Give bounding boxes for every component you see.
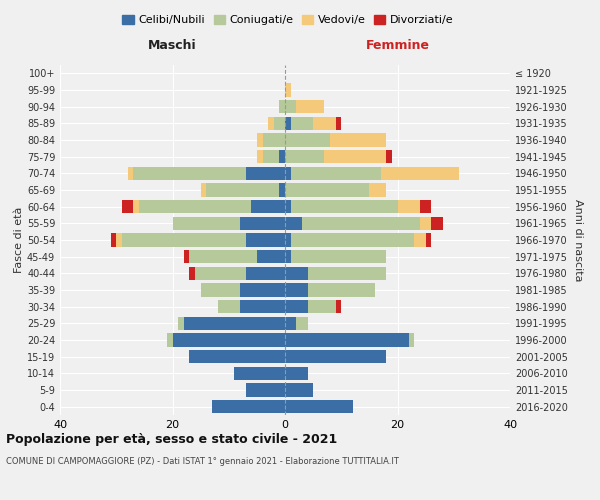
Bar [285,150,325,164]
Bar [308,284,375,296]
Bar [263,150,280,164]
Bar [285,400,353,413]
Bar [308,266,386,280]
Y-axis label: Fasce di età: Fasce di età [14,207,24,273]
Bar [380,166,460,180]
Bar [420,200,431,213]
Bar [240,216,285,230]
Bar [285,84,290,96]
Bar [285,300,308,314]
Bar [167,334,173,346]
Bar [110,234,116,246]
Bar [245,166,285,180]
Bar [173,334,285,346]
Bar [285,216,302,230]
Bar [251,200,285,213]
Bar [285,366,308,380]
Bar [285,184,370,196]
Bar [280,100,285,114]
Bar [308,300,335,314]
Bar [133,200,139,213]
Bar [335,300,341,314]
Bar [116,234,122,246]
Bar [285,234,290,246]
Bar [190,266,195,280]
Text: Popolazione per età, sesso e stato civile - 2021: Popolazione per età, sesso e stato civil… [6,432,337,446]
Bar [184,316,285,330]
Bar [285,334,409,346]
Bar [290,250,386,264]
Bar [235,366,285,380]
Bar [296,316,308,330]
Bar [285,266,308,280]
Bar [190,250,257,264]
Bar [386,150,392,164]
Text: Femmine: Femmine [365,38,430,52]
Bar [290,200,398,213]
Bar [330,134,386,146]
Y-axis label: Anni di nascita: Anni di nascita [573,198,583,281]
Bar [122,234,245,246]
Bar [200,284,240,296]
Bar [285,384,313,396]
Bar [257,150,263,164]
Bar [370,184,386,196]
Bar [133,166,245,180]
Bar [245,384,285,396]
Bar [212,400,285,413]
Bar [173,216,240,230]
Bar [257,250,285,264]
Bar [290,116,313,130]
Bar [285,316,296,330]
Bar [280,184,285,196]
Legend: Celibi/Nubili, Coniugati/e, Vedovi/e, Divorziati/e: Celibi/Nubili, Coniugati/e, Vedovi/e, Di… [118,10,458,30]
Bar [190,350,285,364]
Bar [325,150,386,164]
Bar [285,134,330,146]
Bar [302,216,420,230]
Bar [274,116,285,130]
Bar [285,350,386,364]
Bar [296,100,325,114]
Bar [128,166,133,180]
Bar [285,100,296,114]
Bar [245,234,285,246]
Bar [195,266,245,280]
Bar [263,134,285,146]
Bar [285,200,290,213]
Bar [425,234,431,246]
Bar [240,284,285,296]
Bar [218,300,240,314]
Bar [280,150,285,164]
Bar [245,266,285,280]
Bar [313,116,335,130]
Bar [122,200,133,213]
Bar [285,250,290,264]
Bar [420,216,431,230]
Bar [139,200,251,213]
Bar [290,166,380,180]
Bar [335,116,341,130]
Bar [285,166,290,180]
Bar [240,300,285,314]
Bar [268,116,274,130]
Bar [398,200,420,213]
Bar [257,134,263,146]
Bar [285,116,290,130]
Text: Maschi: Maschi [148,38,197,52]
Bar [200,184,206,196]
Bar [409,334,415,346]
Bar [415,234,425,246]
Text: COMUNE DI CAMPOMAGGIORE (PZ) - Dati ISTAT 1° gennaio 2021 - Elaborazione TUTTITA: COMUNE DI CAMPOMAGGIORE (PZ) - Dati ISTA… [6,458,399,466]
Bar [206,184,280,196]
Bar [178,316,184,330]
Bar [285,284,308,296]
Bar [184,250,190,264]
Bar [431,216,443,230]
Bar [290,234,415,246]
